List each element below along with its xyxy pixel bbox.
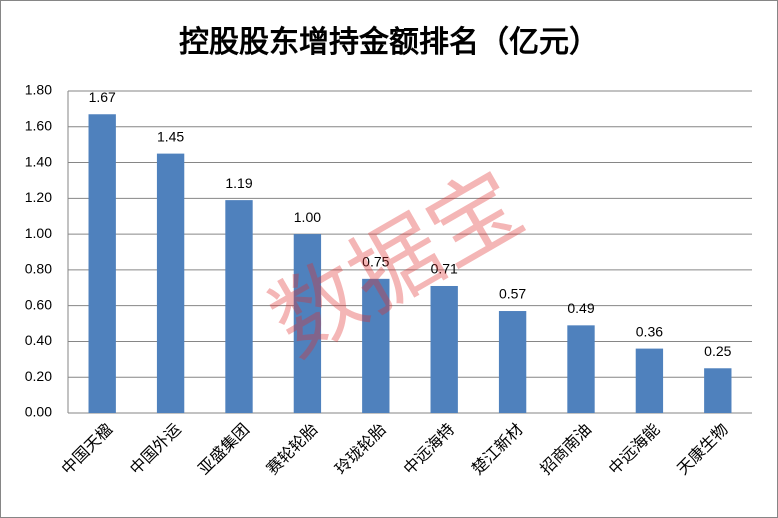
bar: [498, 311, 527, 413]
bar: [88, 114, 116, 413]
value-label: 1.19: [225, 175, 252, 191]
bar: [704, 368, 732, 413]
value-label: 1.45: [157, 128, 184, 144]
y-tick-label: 0.20: [25, 368, 52, 384]
y-tick-label: 0.80: [25, 261, 52, 277]
y-tick-label: 0.40: [25, 332, 52, 348]
y-tick-label: 1.60: [25, 117, 52, 133]
value-label: 0.71: [431, 261, 458, 277]
y-tick-label: 1.80: [25, 82, 52, 98]
bar: [225, 200, 253, 413]
value-label: 0.36: [636, 323, 663, 339]
bar: [430, 285, 458, 413]
value-label: 0.49: [567, 300, 594, 316]
y-tick-label: 0.00: [25, 404, 52, 420]
value-label: 0.57: [499, 286, 526, 302]
y-tick-label: 1.20: [25, 189, 52, 205]
bar: [635, 348, 664, 413]
bar: [567, 325, 595, 413]
value-label: 0.75: [362, 254, 389, 270]
chart-title: 控股股东增持金额排名（亿元）: [179, 25, 599, 59]
value-label: 0.25: [704, 343, 731, 359]
y-tick-label: 1.00: [25, 225, 52, 241]
bar: [293, 234, 322, 413]
bar: [362, 278, 390, 413]
value-label: 1.00: [294, 209, 321, 225]
value-label: 1.67: [89, 89, 116, 105]
bar: [156, 153, 185, 413]
y-tick-label: 1.40: [25, 153, 52, 169]
y-tick-label: 0.60: [25, 296, 52, 312]
